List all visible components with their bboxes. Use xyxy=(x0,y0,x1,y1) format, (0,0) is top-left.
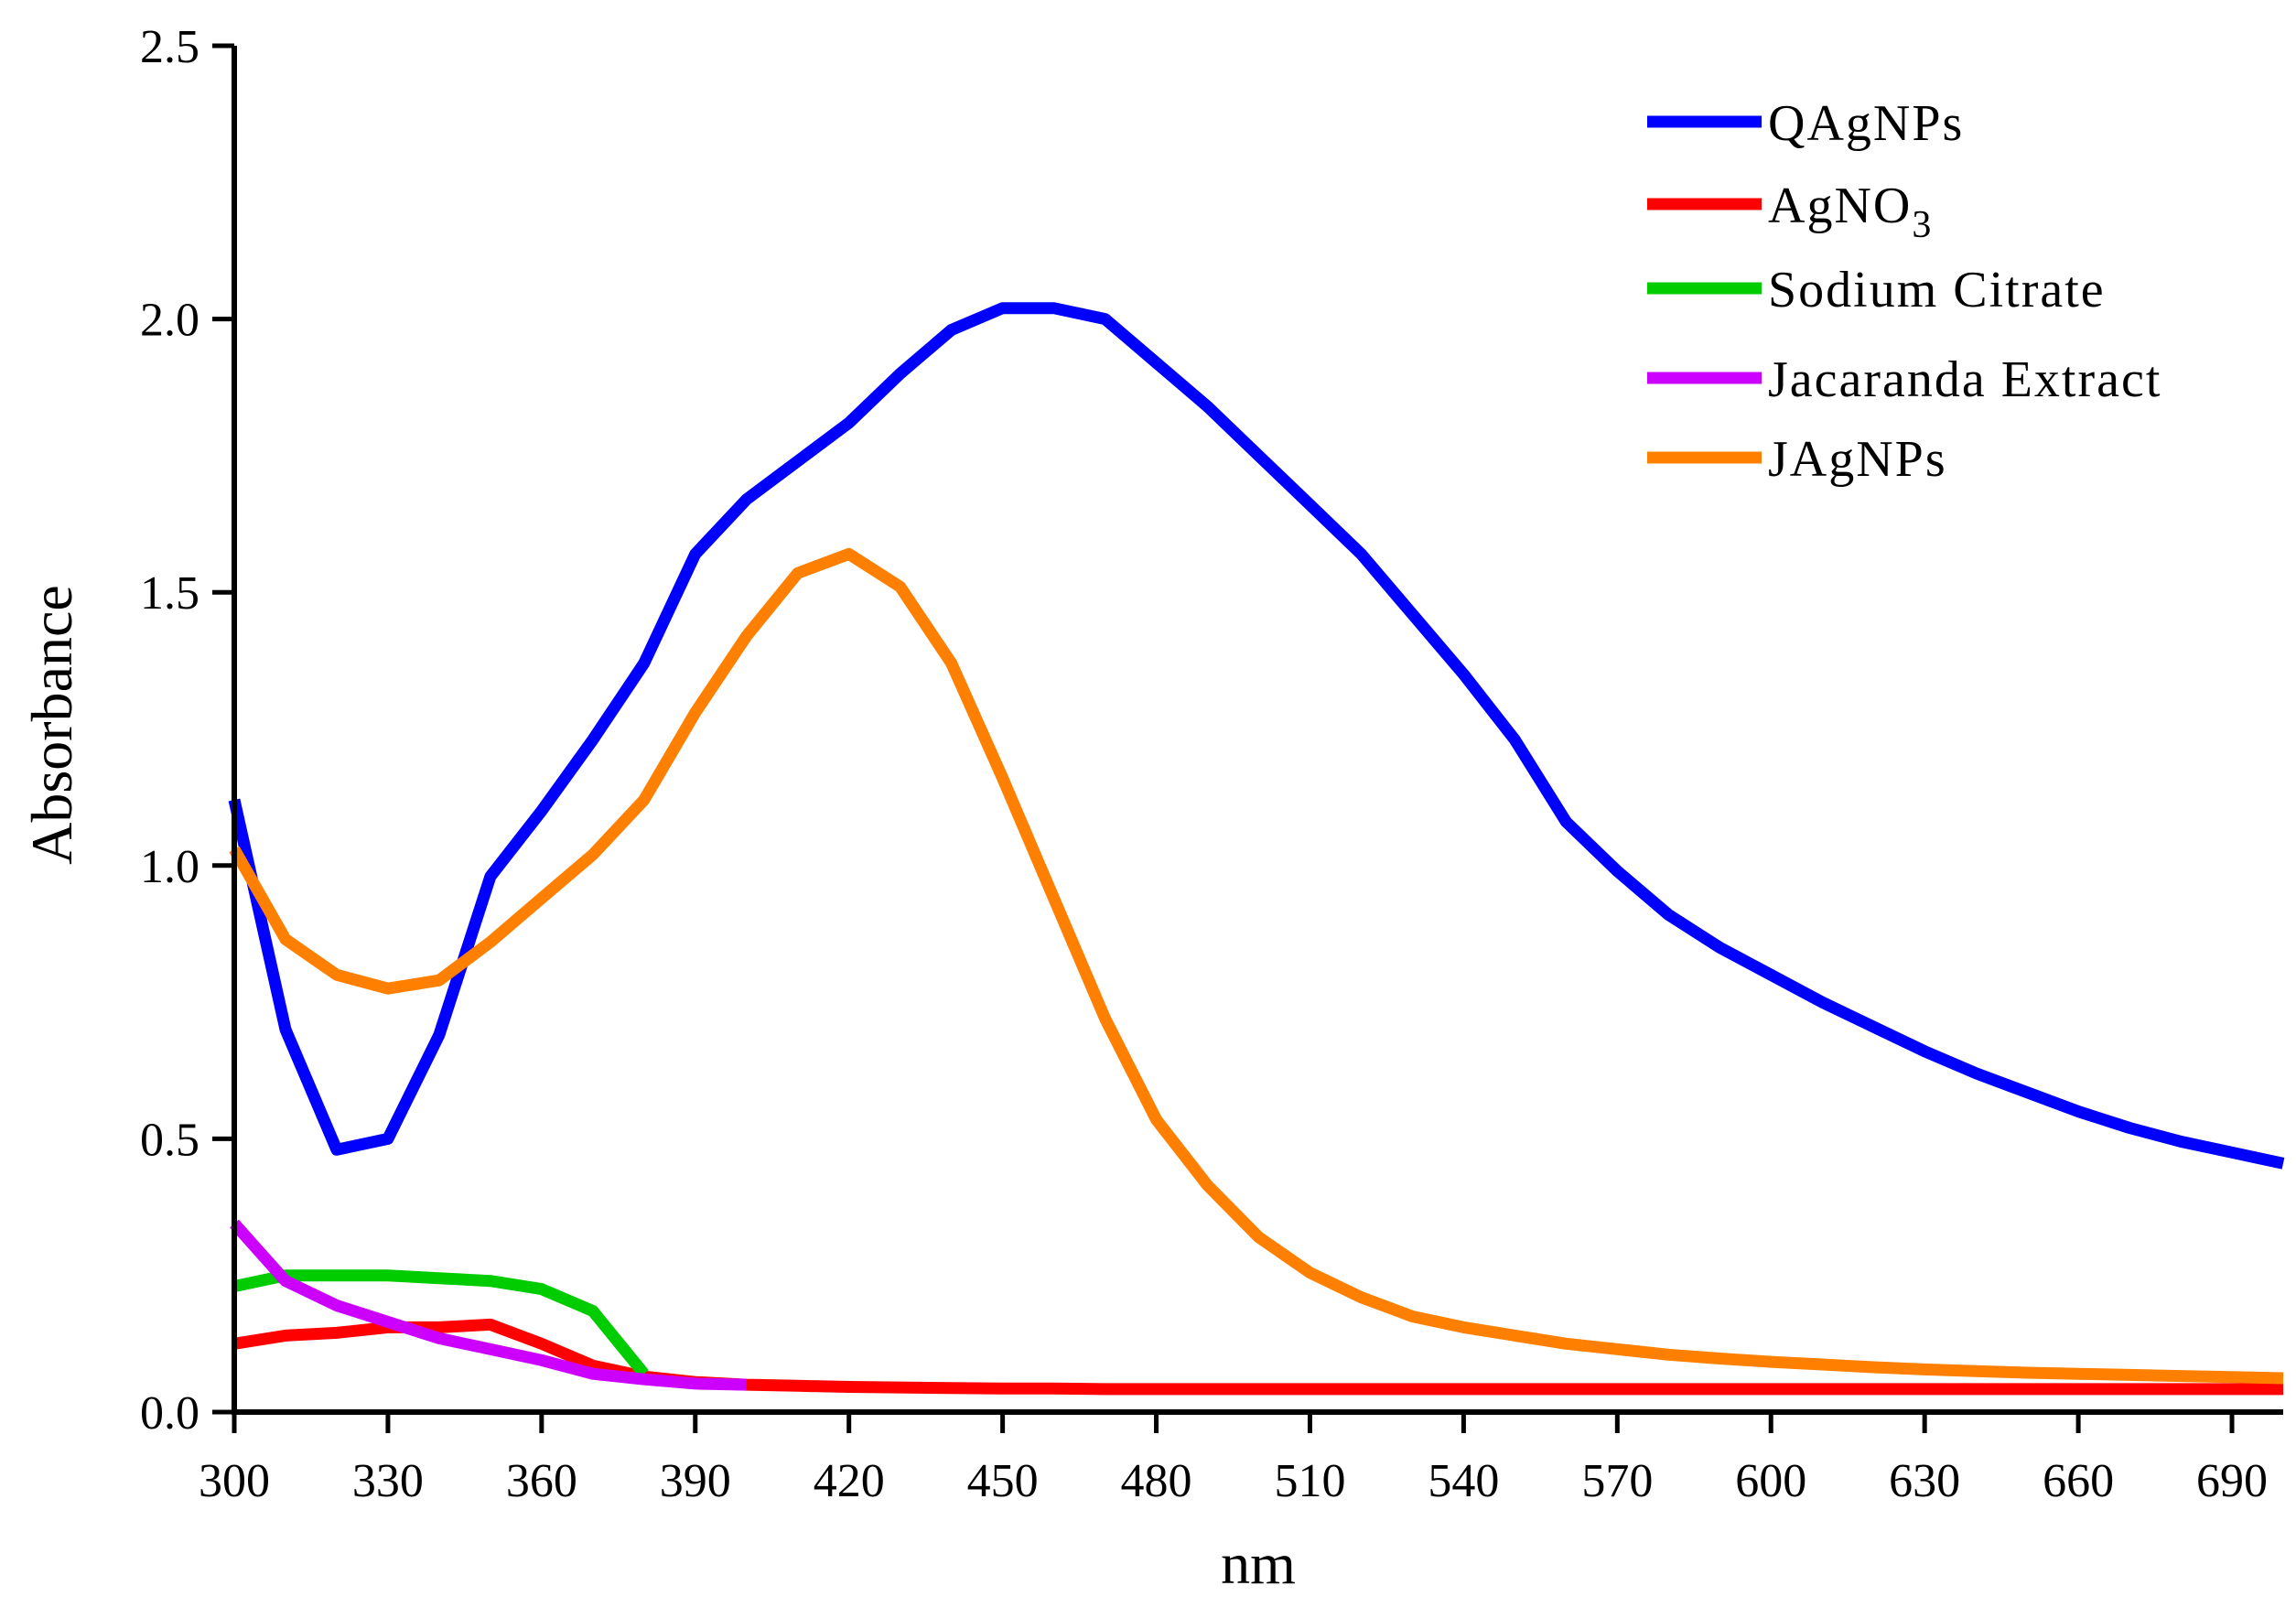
x-tick-label: 660 xyxy=(2043,1455,2114,1507)
y-tick-label: 0.5 xyxy=(140,1114,199,1166)
x-tick-label: 300 xyxy=(199,1455,270,1507)
y-tick-label: 1.5 xyxy=(140,567,199,620)
y-tick-label: 2.0 xyxy=(140,295,199,347)
y-ticks: 0.0 0.5 1.0 1.5 2.0 2.5 xyxy=(140,21,234,1440)
x-tick-label: 390 xyxy=(660,1455,731,1507)
series-line-agno3 xyxy=(232,1318,2283,1396)
x-tick-label: 510 xyxy=(1274,1455,1345,1507)
x-axis-title: nm xyxy=(1221,1531,1296,1596)
x-tick-label: 330 xyxy=(352,1455,424,1507)
series-line-jacaranda-extract xyxy=(230,1219,747,1391)
legend-label-sodium-citrate: Sodium Citrate xyxy=(1768,262,2106,318)
series-line-qagnps xyxy=(228,302,2285,1170)
legend-label-jacaranda-extract: Jacaranda Extract xyxy=(1768,351,2161,408)
y-tick-label: 0.0 xyxy=(140,1387,199,1440)
series-line-sodium-citrate xyxy=(232,1269,649,1378)
series-line-jagnps xyxy=(229,547,2284,1385)
x-tick-label: 570 xyxy=(1581,1455,1653,1507)
y-tick-label: 1.0 xyxy=(140,841,199,893)
legend-label-jagnps: JAgNPs xyxy=(1768,431,1947,488)
series-layer xyxy=(228,302,2285,1396)
legend: QAgNPs AgNO3 Sodium Citrate Jacaranda Extra… xyxy=(1647,95,2161,488)
x-tick-label: 450 xyxy=(967,1455,1039,1507)
x-tick-label: 630 xyxy=(1889,1455,1960,1507)
y-axis-title: Absorbance xyxy=(19,585,84,865)
y-tick-label: 2.5 xyxy=(140,21,199,73)
x-ticks: 300 330 360 390 420 450 480 510 540 570 600 630 660 6… xyxy=(199,1412,2268,1507)
x-tick-label: 600 xyxy=(1735,1455,1806,1507)
x-tick-label: 540 xyxy=(1428,1455,1499,1507)
x-tick-label: 360 xyxy=(506,1455,577,1507)
x-tick-label: 690 xyxy=(2196,1455,2268,1507)
x-tick-label: 480 xyxy=(1121,1455,1192,1507)
legend-label-agno3: AgNO3 xyxy=(1768,178,1933,246)
legend-label-qagnps: QAgNPs xyxy=(1768,95,1964,152)
x-tick-label: 420 xyxy=(814,1455,885,1507)
